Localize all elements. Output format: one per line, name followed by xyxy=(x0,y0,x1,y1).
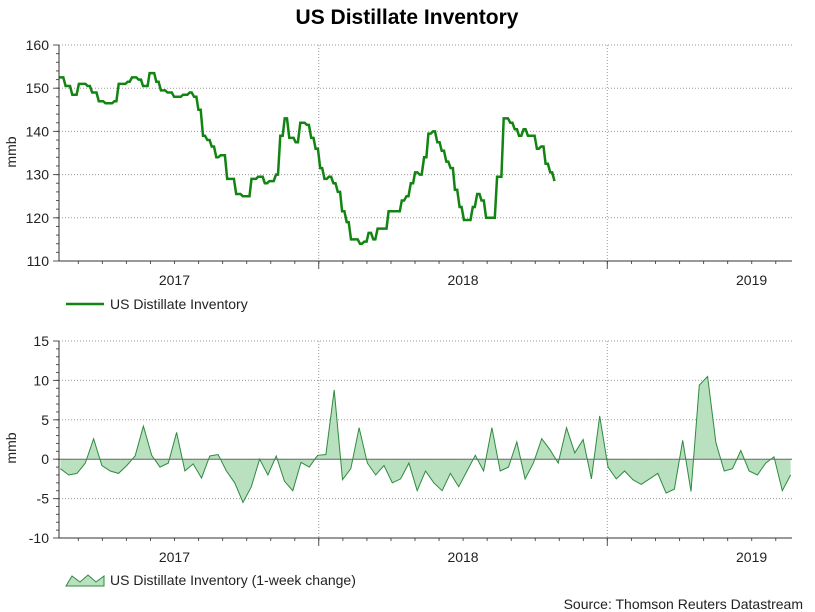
bottom-y-axis-label: mmb xyxy=(3,432,19,463)
bottom-y-tick-labels: -10 -5 0 5 10 15 xyxy=(29,333,49,546)
top-gridlines xyxy=(59,44,792,261)
bottom-legend: US Distillate Inventory (1-week change) xyxy=(65,572,356,588)
inventory-line xyxy=(59,71,556,245)
top-x-tick-label: 2017 xyxy=(159,272,190,288)
top-y-tick-label: 110 xyxy=(27,253,50,269)
chart-title: US Distillate Inventory xyxy=(296,6,519,29)
bot-y-tick-label: 5 xyxy=(41,412,49,428)
top-y-tick-label: 150 xyxy=(26,80,50,96)
bottom-gridlines xyxy=(59,340,792,539)
top-y-tick-label: 120 xyxy=(26,210,50,226)
top-series xyxy=(59,71,556,245)
bot-y-tick-label: -5 xyxy=(37,491,50,507)
bottom-axes xyxy=(53,340,792,546)
bottom-series xyxy=(59,375,792,504)
bot-y-tick-label: -10 xyxy=(29,530,49,546)
weekly-change-area xyxy=(60,376,791,503)
bot-x-tick-label: 2019 xyxy=(736,549,767,565)
weekly-change-outline xyxy=(60,375,792,504)
top-legend: US Distillate Inventory xyxy=(66,296,248,312)
top-y-axis-label: mmb xyxy=(3,136,19,167)
top-y-tick-labels: 110 120 130 140 150 160 xyxy=(26,37,50,269)
bot-y-tick-label: 10 xyxy=(33,372,49,388)
top-axes xyxy=(53,44,792,269)
top-x-tick-label: 2018 xyxy=(447,272,478,288)
bottom-x-tick-labels: 2017 2018 2019 xyxy=(159,549,768,565)
bottom-panel: -10 -5 0 5 10 15 2017 2018 2019 mmb xyxy=(3,333,792,565)
top-y-tick-label: 130 xyxy=(26,167,50,183)
top-x-tick-labels: 2017 2018 2019 xyxy=(159,272,768,288)
top-x-tick-label: 2019 xyxy=(736,272,767,288)
bot-x-tick-label: 2017 xyxy=(159,549,190,565)
top-panel: 110 120 130 140 150 160 2017 2018 2019 mmb xyxy=(3,37,792,288)
source-note: Source: Thomson Reuters Datastream xyxy=(564,596,803,612)
top-y-tick-label: 160 xyxy=(26,37,50,53)
bot-x-tick-label: 2018 xyxy=(447,549,478,565)
bot-y-tick-label: 15 xyxy=(33,333,49,349)
bottom-legend-label: US Distillate Inventory (1-week change) xyxy=(110,572,356,588)
top-y-tick-label: 140 xyxy=(26,123,50,139)
bot-y-tick-label: 0 xyxy=(41,451,49,467)
top-legend-label: US Distillate Inventory xyxy=(110,296,248,312)
bottom-legend-swatch xyxy=(65,574,105,587)
